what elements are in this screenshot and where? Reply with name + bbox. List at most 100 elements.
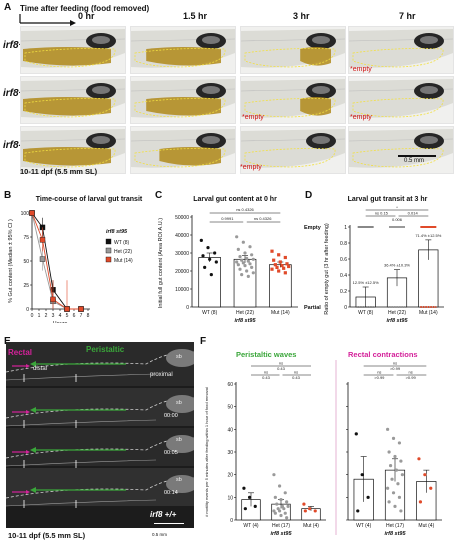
fish-drawing bbox=[21, 29, 125, 68]
panel-c-label: C bbox=[155, 190, 163, 201]
data-point bbox=[283, 271, 287, 275]
swim-bladder bbox=[166, 475, 194, 493]
data-point bbox=[394, 468, 399, 472]
data-point bbox=[285, 262, 289, 266]
y-tick-label: 20 bbox=[227, 473, 233, 479]
data-point bbox=[285, 500, 289, 504]
fish-image bbox=[130, 76, 236, 124]
gut-outline bbox=[244, 48, 336, 68]
gut-content bbox=[300, 47, 331, 66]
sig-annotation: ns 0.15 bbox=[375, 211, 389, 216]
gut-content bbox=[23, 97, 111, 116]
data-point bbox=[270, 249, 274, 253]
sb-label-1: sb bbox=[176, 354, 182, 360]
sig-annotation: 0.43 bbox=[292, 375, 301, 380]
fish-edge bbox=[6, 373, 157, 381]
data-point bbox=[387, 500, 391, 504]
data-point bbox=[277, 253, 281, 257]
category-label: Het (22) bbox=[236, 310, 254, 316]
data-point bbox=[245, 256, 249, 260]
category-label: WT (8) bbox=[202, 310, 218, 316]
sig-annotation: ns bbox=[279, 361, 283, 366]
sig-annotation: >0.99 bbox=[390, 366, 401, 371]
data-point bbox=[245, 269, 249, 273]
time-label-1: 1.5 hr bbox=[183, 11, 208, 21]
stage-label-e: 10-11 dpf (5.5 mm SL) bbox=[8, 531, 86, 540]
category-label: Het (17) bbox=[272, 523, 290, 529]
y-tick-label: 0 bbox=[230, 518, 233, 524]
sig-annotation: >0.99 bbox=[406, 375, 417, 380]
gut-outline bbox=[24, 48, 116, 68]
data-point bbox=[302, 502, 306, 506]
category-label: Mut (14) bbox=[271, 310, 290, 316]
gut-outline bbox=[6, 437, 194, 459]
data-point bbox=[247, 495, 252, 499]
y-tick-label: 25 bbox=[23, 283, 29, 289]
genotype-mut: irf8-/- bbox=[3, 140, 28, 151]
gut-outline bbox=[134, 48, 226, 68]
gut-outline bbox=[244, 148, 336, 168]
data-point bbox=[386, 427, 390, 431]
sig-annotation: 0.014 bbox=[408, 211, 419, 216]
fish-drawing bbox=[131, 29, 235, 68]
peristaltic-arrow-head bbox=[30, 361, 36, 367]
data-point bbox=[418, 500, 423, 504]
y-tick-label: 50 bbox=[227, 405, 233, 411]
y-tick-label: 20000 bbox=[175, 269, 189, 275]
gut-outline bbox=[134, 98, 226, 118]
legend-label: WT (8) bbox=[114, 240, 130, 246]
data-point bbox=[285, 516, 289, 520]
x-axis-label: Hours bbox=[53, 321, 68, 323]
data-point bbox=[356, 509, 360, 513]
chart-c: 0 10000 20000 30000 40000 50000 WT (8) Het (22)… bbox=[158, 207, 298, 324]
sig-annotation: ns bbox=[264, 370, 268, 375]
y-tick-label: 0.2 bbox=[340, 289, 347, 295]
empty-flag-het-7hr: *empty bbox=[350, 114, 372, 121]
data-point bbox=[272, 473, 276, 477]
x-tick-label: 8 bbox=[87, 313, 90, 319]
legend-label: Mut (14) bbox=[114, 258, 133, 264]
x-tick-label: 4 bbox=[59, 313, 62, 319]
y-tick-label: 30 bbox=[227, 450, 233, 456]
swim-bladder-highlight bbox=[202, 36, 220, 44]
swim-bladder-highlight bbox=[92, 136, 110, 144]
y-tick-label: 0.6 bbox=[340, 257, 347, 263]
sig-annotation: 0.43 bbox=[277, 366, 286, 371]
y-tick-label: 40000 bbox=[175, 233, 189, 239]
category-label: WT (8) bbox=[358, 310, 374, 316]
video-frame bbox=[6, 468, 194, 506]
x-tick-label: 0 bbox=[31, 313, 34, 319]
sig-annotation: 0.9991 bbox=[221, 216, 234, 221]
gut-content bbox=[146, 47, 221, 66]
data-point bbox=[280, 264, 284, 268]
y-tick-label: 0.8 bbox=[340, 241, 347, 247]
fish-drawing bbox=[21, 79, 125, 118]
data-point bbox=[235, 260, 239, 264]
gut-outline bbox=[6, 477, 194, 499]
data-point bbox=[246, 259, 250, 263]
data-point bbox=[423, 473, 427, 477]
swim-bladder-highlight bbox=[202, 136, 220, 144]
sig-annotation: 0.006 bbox=[392, 217, 403, 222]
video-frame bbox=[6, 388, 194, 426]
time-arrow bbox=[19, 14, 76, 26]
bar bbox=[269, 264, 292, 308]
scale-bar-a-label: 0.5 mm bbox=[404, 158, 425, 164]
y-tick-label: 10 bbox=[227, 495, 233, 501]
data-point bbox=[393, 454, 397, 459]
data-point bbox=[275, 502, 279, 506]
data-point bbox=[287, 264, 291, 269]
series-line bbox=[31, 212, 81, 310]
data-point bbox=[396, 482, 400, 486]
gut-content bbox=[146, 97, 221, 116]
data-point bbox=[248, 245, 252, 249]
sb-label-4: sb bbox=[176, 477, 182, 483]
data-point bbox=[283, 491, 287, 495]
gut-content bbox=[300, 97, 331, 116]
data-point bbox=[393, 504, 397, 508]
swim-bladder-highlight bbox=[420, 86, 438, 94]
data-point bbox=[283, 511, 287, 515]
fish-drawing bbox=[349, 29, 453, 68]
peristaltic-arrow-head bbox=[30, 487, 36, 493]
y-tick-label: 75 bbox=[23, 235, 29, 241]
